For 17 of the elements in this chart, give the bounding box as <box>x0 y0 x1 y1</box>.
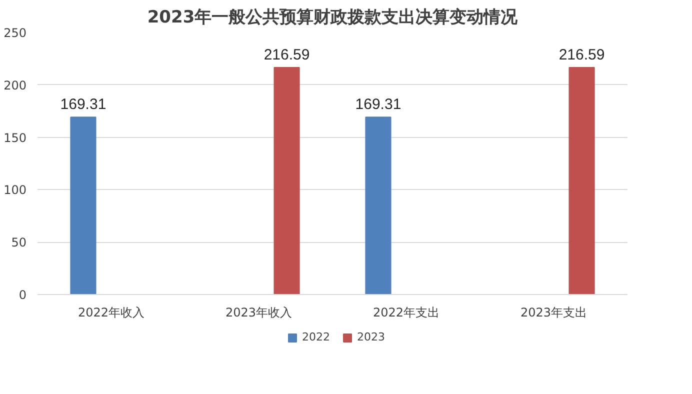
y-tick-label: 50 <box>11 236 27 250</box>
y-tick-label: 200 <box>4 78 26 92</box>
legend-label: 2023 <box>357 330 385 344</box>
x-tick-label: 2022年支出 <box>372 306 440 320</box>
x-tick-label: 2022年收入 <box>78 306 145 320</box>
y-tick-label: 250 <box>4 26 26 40</box>
data-label: 169.31 <box>60 96 106 114</box>
legend-label: 2022 <box>302 330 330 344</box>
x-tick-label: 2023年支出 <box>520 306 588 320</box>
data-label: 216.59 <box>264 46 310 64</box>
y-tick-label: 0 <box>18 288 27 302</box>
chart-title: 2023年一般公共预算财政拨款支出决算变动情况 <box>147 8 519 28</box>
y-tick-label: 150 <box>4 130 26 145</box>
x-tick-label: 2023年收入 <box>225 306 292 320</box>
data-label: 169.31 <box>355 96 402 114</box>
y-tick-label: 100 <box>4 183 26 198</box>
data-label: 216.59 <box>558 46 605 64</box>
